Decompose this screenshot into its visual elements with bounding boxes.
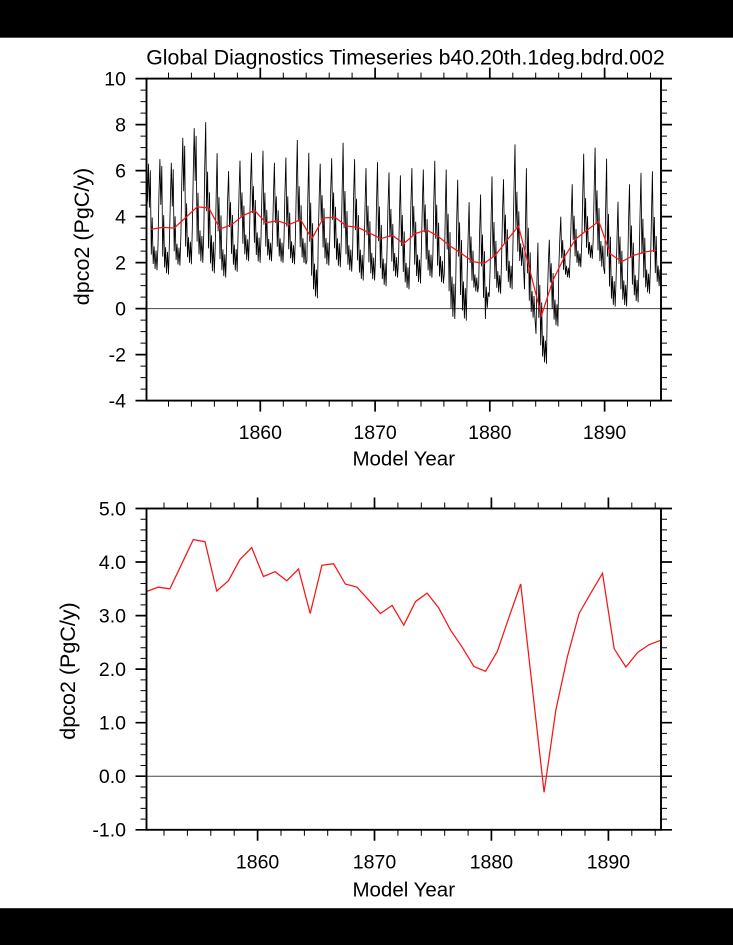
svg-text:5.0: 5.0: [99, 498, 126, 520]
svg-text:Global Diagnostics Timeseries: Global Diagnostics Timeseries b40.20th.1…: [146, 45, 665, 69]
svg-text:4.0: 4.0: [99, 552, 126, 574]
svg-text:dpco2 (PgC/y): dpco2 (PgC/y): [56, 602, 80, 739]
svg-text:1870: 1870: [353, 851, 397, 873]
svg-text:-1.0: -1.0: [92, 820, 126, 842]
svg-text:4: 4: [115, 206, 126, 228]
svg-text:dpco2 (PgC/y): dpco2 (PgC/y): [70, 168, 94, 305]
svg-text:8: 8: [115, 114, 126, 136]
svg-text:-4: -4: [109, 390, 126, 412]
svg-text:1890: 1890: [587, 851, 631, 873]
svg-text:1880: 1880: [470, 851, 514, 873]
svg-text:2: 2: [115, 252, 126, 274]
svg-text:10: 10: [104, 68, 126, 90]
svg-text:1860: 1860: [236, 851, 280, 873]
svg-text:1860: 1860: [239, 422, 283, 444]
svg-text:1880: 1880: [468, 422, 512, 444]
svg-text:0: 0: [115, 298, 126, 320]
svg-text:2.0: 2.0: [99, 659, 126, 681]
svg-text:Model Year: Model Year: [352, 878, 455, 901]
svg-text:1870: 1870: [353, 422, 397, 444]
svg-text:1890: 1890: [583, 422, 627, 444]
svg-text:6: 6: [115, 160, 126, 182]
svg-text:0.0: 0.0: [99, 766, 126, 788]
svg-text:3.0: 3.0: [99, 605, 126, 627]
svg-text:1.0: 1.0: [99, 713, 126, 735]
svg-text:-2: -2: [109, 344, 126, 366]
svg-text:Model Year: Model Year: [352, 447, 455, 470]
